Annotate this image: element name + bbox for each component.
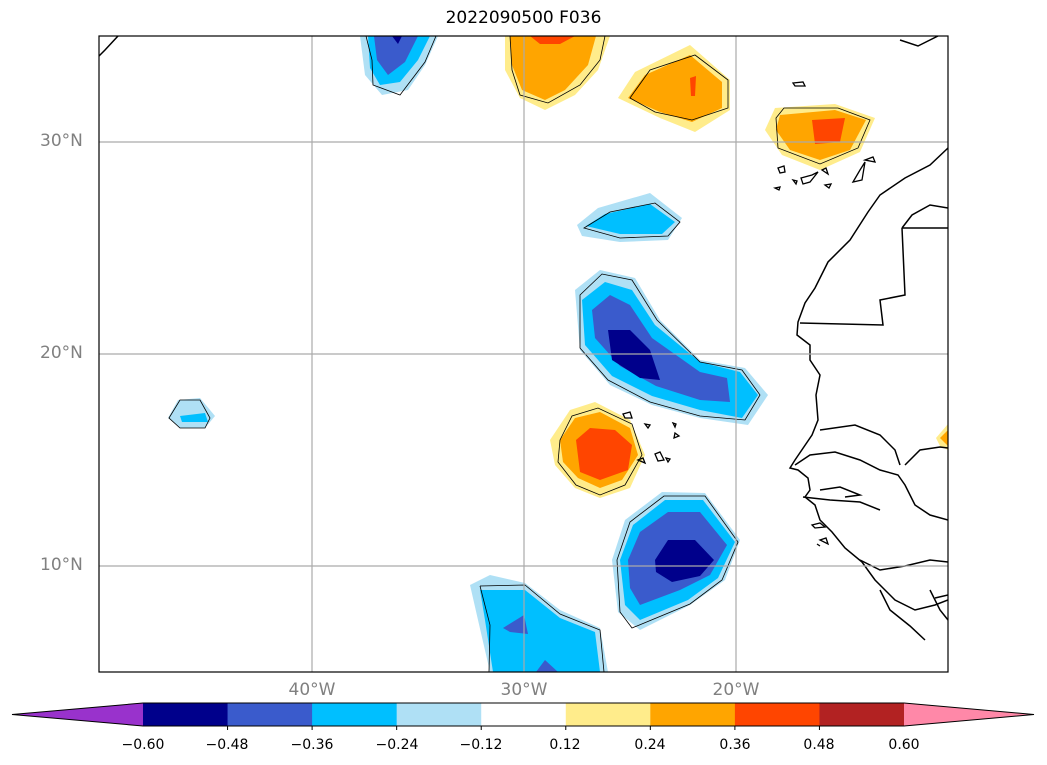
lon-label-20w: 20°W xyxy=(712,680,760,700)
colorbar-tick-label: −0.60 xyxy=(121,737,165,753)
lat-label-20n: 20°N xyxy=(40,343,83,363)
map-plot-area xyxy=(99,36,948,672)
anomaly-blob-26w-15n xyxy=(550,402,645,498)
map-frame xyxy=(98,35,949,673)
lat-label-10n: 10°N xyxy=(40,555,83,575)
coastline xyxy=(99,36,948,641)
anomaly-blob-23w-11n xyxy=(612,492,740,630)
colorbar-tick-label: −0.48 xyxy=(205,737,249,753)
anomaly-blob-16w-31n xyxy=(765,104,875,170)
colorbar-outline xyxy=(11,702,1035,727)
contour-lines xyxy=(168,36,871,672)
colorbar-segment xyxy=(734,703,820,726)
anomaly-blob-east-15n xyxy=(936,424,948,450)
map-title: 2022090500 F036 xyxy=(445,8,602,28)
colorbar-tick-label: 0.60 xyxy=(888,737,920,753)
colorbar-segment xyxy=(565,703,651,726)
lon-label-40w: 40°W xyxy=(288,680,336,700)
lat-label-30n: 30°N xyxy=(40,131,83,151)
colorbar-tick-label: 0.24 xyxy=(634,737,666,753)
colorbar-segment xyxy=(819,703,905,726)
islands xyxy=(622,81,877,547)
colorbar-segment xyxy=(650,703,736,726)
colorbar-segment xyxy=(481,703,567,726)
anomaly-blob-north-29w xyxy=(505,36,610,110)
anomaly-blob-22w-33n xyxy=(618,45,730,132)
anomaly-blob-27w-21n xyxy=(575,270,768,425)
colorbar-segment xyxy=(312,703,398,726)
graticule xyxy=(99,36,948,672)
colorbar-tick-label: −0.12 xyxy=(459,737,503,753)
colorbar-segment xyxy=(396,703,482,726)
colorbar-segment xyxy=(143,703,229,726)
colorbar-tick-label: 0.48 xyxy=(803,737,835,753)
colorbar-tick-label: 0.36 xyxy=(719,737,751,753)
colorbar-segment xyxy=(227,703,313,726)
colorbar-tick-label: −0.36 xyxy=(290,737,334,753)
anomaly-blob-north-34w xyxy=(360,36,438,95)
anomaly-blob-25w-26n xyxy=(577,193,682,242)
colorbar-tick-label: 0.12 xyxy=(549,737,581,753)
anomaly-blob-29w-7n xyxy=(470,575,608,672)
colorbar-extend-high xyxy=(904,703,1034,726)
lon-label-30w: 30°W xyxy=(500,680,548,700)
colorbar-tick-label: −0.24 xyxy=(375,737,419,753)
colorbar xyxy=(11,702,1035,730)
colorbar-extend-low xyxy=(12,703,143,726)
